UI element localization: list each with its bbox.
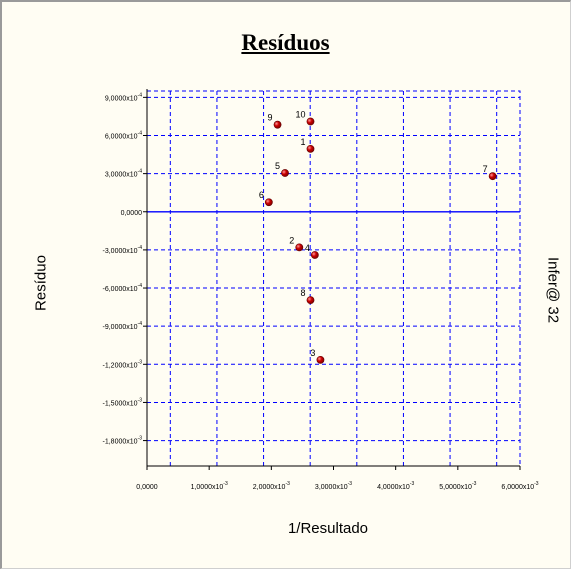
plot-border <box>146 90 521 467</box>
data-point <box>264 198 273 207</box>
x-tick-label: 3,0000x10-3 <box>315 481 352 491</box>
x-tick-label: 0,0000 <box>136 484 158 491</box>
y-tick-label: 3,0000x10-4 <box>105 169 142 179</box>
data-point-label: 3 <box>310 348 315 358</box>
data-point-label: 1 <box>300 137 305 147</box>
data-point <box>281 169 289 177</box>
data-point-label: 5 <box>275 161 280 171</box>
data-point <box>306 144 315 153</box>
y-tick-label: -1,5000x10-3 <box>103 397 143 407</box>
y-tick-label: -9,0000x10-4 <box>103 321 143 331</box>
data-point-label: 4 <box>305 243 310 253</box>
data-point <box>306 117 315 126</box>
y-tick-label: -6,0000x10-4 <box>103 283 143 293</box>
data-point-label: 10 <box>295 110 305 120</box>
chart-title: Resíduos <box>241 30 330 55</box>
y-tick-label: -1,8000x10-3 <box>103 436 143 446</box>
x-tick-label: 6,0000x10-3 <box>501 481 538 491</box>
data-point-label: 9 <box>268 113 273 123</box>
y-tick-label: -1,2000x10-3 <box>103 359 143 369</box>
data-point-label: 8 <box>300 288 305 298</box>
data-point <box>306 296 315 305</box>
x-tick-label: 5,0000x10-3 <box>439 481 476 491</box>
x-tick-label: 4,0000x10-3 <box>377 481 414 491</box>
y-tick-label: 9,0000x10-4 <box>105 92 142 102</box>
y-tick-label: 0,0000 <box>121 210 143 217</box>
data-point-label: 2 <box>289 235 294 245</box>
y-tick-label: -3,0000x10-4 <box>103 245 143 255</box>
data-point-label: 7 <box>483 164 488 174</box>
y-tick-label: 6,0000x10-4 <box>105 130 142 140</box>
x-tick-label: 2,0000x10-3 <box>253 481 290 491</box>
data-point <box>295 243 304 252</box>
data-point <box>273 120 282 129</box>
data-point <box>310 251 319 259</box>
x-axis-label: 1/Resultado <box>287 520 369 537</box>
x-tick-label: 1,0000x10-3 <box>191 481 228 491</box>
data-point <box>488 172 497 181</box>
data-point <box>316 355 325 364</box>
data-point-label: 6 <box>259 190 264 200</box>
